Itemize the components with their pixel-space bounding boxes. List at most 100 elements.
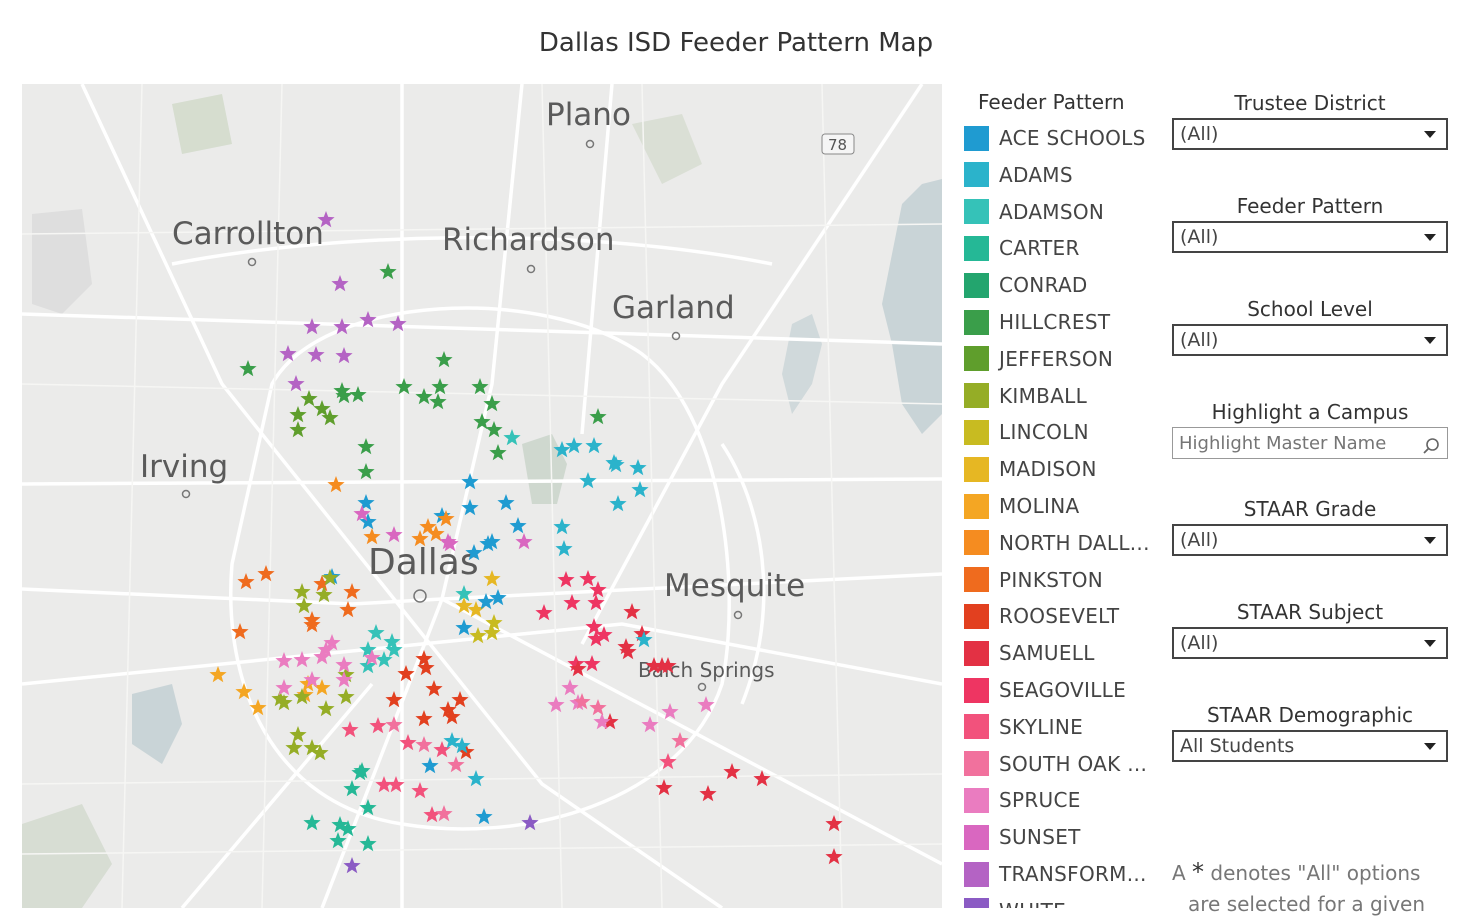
school-marker[interactable] (343, 583, 361, 600)
school-marker[interactable] (437, 510, 455, 527)
school-marker[interactable] (279, 345, 297, 362)
highlight-campus-input[interactable] (1172, 427, 1448, 459)
school-marker[interactable] (593, 713, 611, 730)
school-marker[interactable] (595, 626, 613, 643)
school-marker[interactable] (623, 603, 641, 620)
school-marker[interactable] (323, 634, 341, 651)
school-marker[interactable] (469, 627, 487, 644)
school-marker[interactable] (583, 655, 601, 672)
legend-item[interactable]: HILLCREST (964, 304, 1110, 340)
school-marker[interactable] (619, 643, 637, 660)
school-marker[interactable] (635, 631, 653, 648)
school-marker[interactable] (303, 671, 321, 688)
legend-item[interactable]: CARTER (964, 230, 1080, 266)
school-marker[interactable] (553, 518, 571, 535)
school-marker[interactable] (303, 616, 321, 633)
chevron-down-icon[interactable] (1424, 640, 1436, 647)
legend-item[interactable]: SPRUCE (964, 782, 1081, 818)
school-marker[interactable] (587, 630, 605, 647)
school-marker[interactable] (307, 346, 325, 363)
school-marker[interactable] (645, 657, 663, 674)
school-marker[interactable] (359, 835, 377, 852)
map-canvas[interactable]: Plano Carrollton Richardson Garland Irvi… (22, 84, 942, 908)
school-marker[interactable] (329, 832, 347, 849)
school-marker[interactable] (655, 779, 673, 796)
map[interactable]: Plano Carrollton Richardson Garland Irvi… (22, 84, 942, 908)
school-marker[interactable] (317, 700, 335, 717)
school-marker[interactable] (579, 472, 597, 489)
chevron-down-icon[interactable] (1424, 131, 1436, 138)
school-marker[interactable] (397, 665, 415, 682)
school-marker[interactable] (467, 601, 485, 618)
school-marker[interactable] (479, 535, 497, 552)
school-level-dropdown[interactable]: (All) (1172, 324, 1448, 356)
school-marker[interactable] (369, 717, 387, 734)
school-marker[interactable] (289, 726, 307, 743)
school-marker[interactable] (443, 708, 461, 725)
school-marker[interactable] (417, 659, 435, 676)
school-marker[interactable] (455, 597, 473, 614)
school-marker[interactable] (535, 604, 553, 621)
school-marker[interactable] (455, 585, 473, 602)
school-marker[interactable] (321, 409, 339, 426)
school-marker[interactable] (659, 753, 677, 770)
school-marker[interactable] (439, 701, 457, 718)
school-marker[interactable] (359, 657, 377, 674)
school-marker[interactable] (471, 378, 489, 395)
school-marker[interactable] (231, 623, 249, 640)
school-marker[interactable] (235, 683, 253, 700)
school-marker[interactable] (317, 641, 335, 658)
school-marker[interactable] (359, 799, 377, 816)
school-marker[interactable] (431, 378, 449, 395)
legend-item[interactable]: TRANSFORM... (964, 856, 1147, 892)
school-marker[interactable] (293, 651, 311, 668)
school-marker[interactable] (313, 400, 331, 417)
school-marker[interactable] (567, 655, 585, 672)
chevron-down-icon[interactable] (1424, 537, 1436, 544)
school-marker[interactable] (573, 693, 591, 710)
school-marker[interactable] (383, 633, 401, 650)
school-marker[interactable] (553, 441, 571, 458)
school-marker[interactable] (585, 437, 603, 454)
school-marker[interactable] (723, 763, 741, 780)
school-marker[interactable] (421, 757, 439, 774)
school-marker[interactable] (589, 699, 607, 716)
school-marker[interactable] (321, 569, 339, 586)
school-marker[interactable] (509, 517, 527, 534)
school-marker[interactable] (335, 671, 353, 688)
school-marker[interactable] (565, 437, 583, 454)
school-marker[interactable] (337, 688, 355, 705)
school-marker[interactable] (293, 688, 311, 705)
legend-item[interactable]: JEFFERSON (964, 341, 1113, 377)
school-marker[interactable] (375, 651, 393, 668)
school-marker[interactable] (461, 499, 479, 516)
school-marker[interactable] (825, 848, 843, 865)
school-marker[interactable] (411, 530, 429, 547)
school-marker[interactable] (825, 815, 843, 832)
school-marker[interactable] (425, 680, 443, 697)
school-marker[interactable] (473, 413, 491, 430)
school-marker[interactable] (423, 806, 441, 823)
legend-item[interactable]: ROOSEVELT (964, 598, 1119, 634)
school-marker[interactable] (339, 820, 357, 837)
school-marker[interactable] (415, 650, 433, 667)
legend-item[interactable]: SOUTH OAK ... (964, 746, 1147, 782)
school-marker[interactable] (363, 528, 381, 545)
school-marker[interactable] (275, 679, 293, 696)
school-marker[interactable] (585, 618, 603, 635)
school-marker[interactable] (387, 776, 405, 793)
school-marker[interactable] (357, 438, 375, 455)
school-marker[interactable] (385, 526, 403, 543)
trustee-district-dropdown[interactable]: (All) (1172, 118, 1448, 150)
legend-item[interactable]: SKYLINE (964, 709, 1083, 745)
school-marker[interactable] (363, 649, 381, 666)
school-marker[interactable] (563, 594, 581, 611)
school-marker[interactable] (385, 716, 403, 733)
school-marker[interactable] (435, 351, 453, 368)
school-marker[interactable] (389, 315, 407, 332)
school-marker[interactable] (343, 780, 361, 797)
legend-item[interactable]: MOLINA (964, 488, 1079, 524)
school-marker[interactable] (609, 495, 627, 512)
school-marker[interactable] (419, 518, 437, 535)
school-marker[interactable] (335, 347, 353, 364)
